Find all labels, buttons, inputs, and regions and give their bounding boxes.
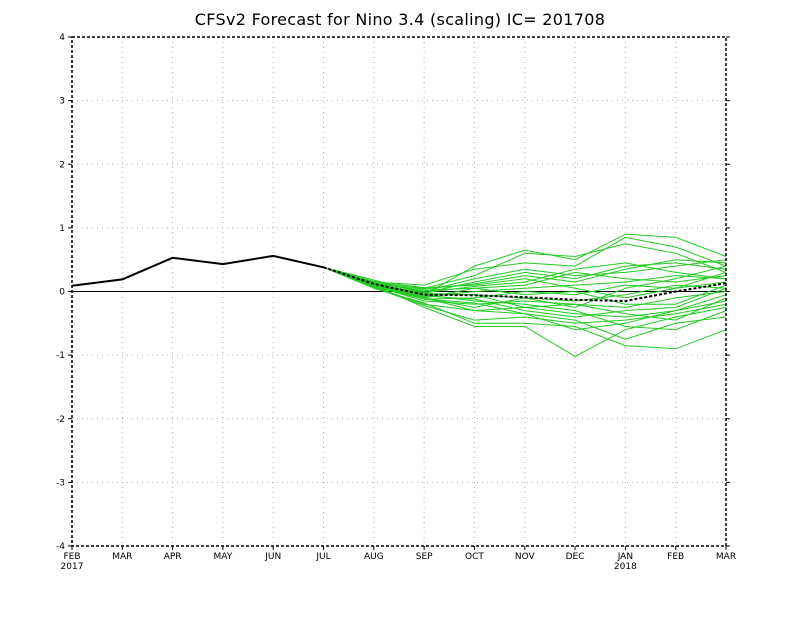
x-tick-label: SEP bbox=[416, 552, 433, 562]
x-tick-label: MAR bbox=[112, 552, 132, 562]
x-tick-label: FEB bbox=[63, 552, 80, 562]
y-tick-label: -4 bbox=[56, 542, 65, 552]
x-tick-label: APR bbox=[164, 552, 182, 562]
x-tick-label: NOV bbox=[515, 552, 536, 562]
x-tick-label: AUG bbox=[364, 552, 384, 562]
ensemble-member-line bbox=[323, 266, 727, 318]
ensemble-member-line bbox=[323, 266, 727, 308]
y-tick-label: 0 bbox=[59, 288, 65, 298]
ensemble-member-line bbox=[323, 266, 727, 350]
y-tick-label: 4 bbox=[59, 33, 65, 43]
ensemble-member-line bbox=[323, 266, 727, 299]
x-tick-label: JUN bbox=[264, 552, 281, 562]
ensemble-member-line bbox=[323, 266, 727, 340]
x-tick-label: DEC bbox=[566, 552, 585, 562]
ensemble-member-line bbox=[323, 266, 727, 357]
x-tick-label: FEB bbox=[667, 552, 684, 562]
y-tick-label: -1 bbox=[56, 351, 65, 361]
x-tick-label: MAY bbox=[214, 552, 233, 562]
y-tick-label: 2 bbox=[59, 160, 65, 170]
x-tick-year-label: 2018 bbox=[614, 562, 637, 572]
y-tick-label: 3 bbox=[59, 97, 65, 107]
observed-line bbox=[71, 254, 324, 287]
chart-title: CFSv2 Forecast for Nino 3.4 (scaling) IC… bbox=[194, 10, 606, 29]
ensemble-member-line bbox=[323, 259, 727, 290]
ensemble-member-line bbox=[323, 266, 727, 305]
x-tick-label: JUL bbox=[315, 552, 330, 562]
x-tick-year-label: 2017 bbox=[61, 562, 84, 572]
ensemble-member-line bbox=[323, 266, 727, 331]
ensemble-member-line bbox=[323, 266, 727, 299]
ensemble-mean-line bbox=[323, 266, 727, 303]
x-tick-label: MAR bbox=[716, 552, 736, 562]
y-tick-label: -2 bbox=[56, 415, 65, 425]
y-tick-label: 1 bbox=[59, 224, 65, 234]
y-tick-label: -3 bbox=[56, 478, 65, 488]
x-tick-label: JAN bbox=[617, 552, 633, 562]
x-tick-label: OCT bbox=[465, 552, 484, 562]
